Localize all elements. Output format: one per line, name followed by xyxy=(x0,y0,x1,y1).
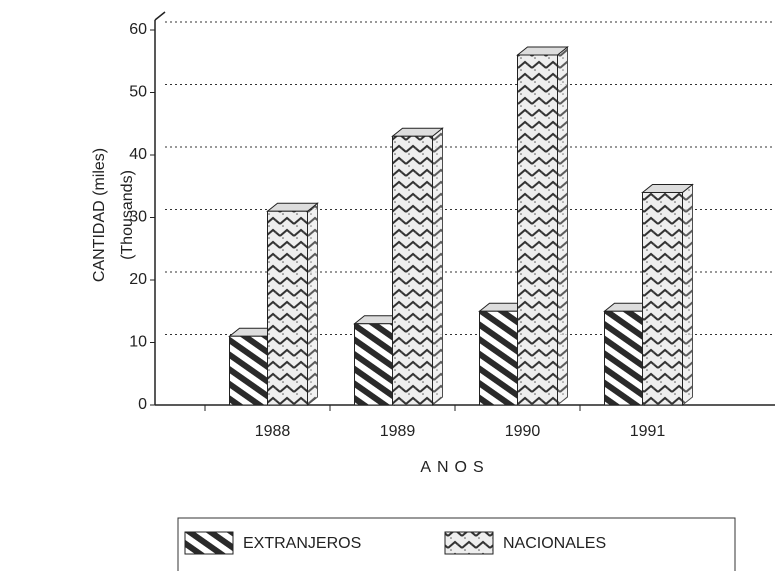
legend-swatch xyxy=(184,531,234,555)
bar xyxy=(392,135,433,406)
y-tick-label: 60 xyxy=(129,21,147,38)
legend-label: EXTRANJEROS xyxy=(243,535,361,552)
bar xyxy=(479,310,520,406)
x-tick-label: 1990 xyxy=(505,423,541,440)
bar-side xyxy=(557,45,568,407)
bar-side xyxy=(307,202,318,407)
y-axis-label: (Thousands) xyxy=(119,170,136,260)
x-tick-label: 1991 xyxy=(630,423,666,440)
y-tick-label: 20 xyxy=(129,271,147,288)
bar xyxy=(229,335,270,406)
legend-swatch xyxy=(444,531,494,555)
x-tick-label: 1988 xyxy=(255,423,291,440)
x-tick-label: 1989 xyxy=(380,423,416,440)
y-tick-label: 0 xyxy=(138,396,147,413)
x-axis-label: ANOS xyxy=(420,459,489,476)
legend-box xyxy=(177,517,736,571)
y-axis-label: CANTIDAD (miles) xyxy=(91,148,108,282)
legend-label: NACIONALES xyxy=(503,535,606,552)
bar xyxy=(517,54,558,406)
axis-depth xyxy=(154,11,166,21)
y-tick-label: 40 xyxy=(129,146,147,163)
bar xyxy=(604,310,645,406)
bar-side xyxy=(432,127,443,407)
bar xyxy=(267,210,308,406)
bar xyxy=(642,192,683,406)
y-tick-label: 50 xyxy=(129,84,147,101)
y-tick-label: 30 xyxy=(129,209,147,226)
bar xyxy=(354,323,395,406)
y-tick-label: 10 xyxy=(129,334,147,351)
bar-side xyxy=(682,183,693,407)
